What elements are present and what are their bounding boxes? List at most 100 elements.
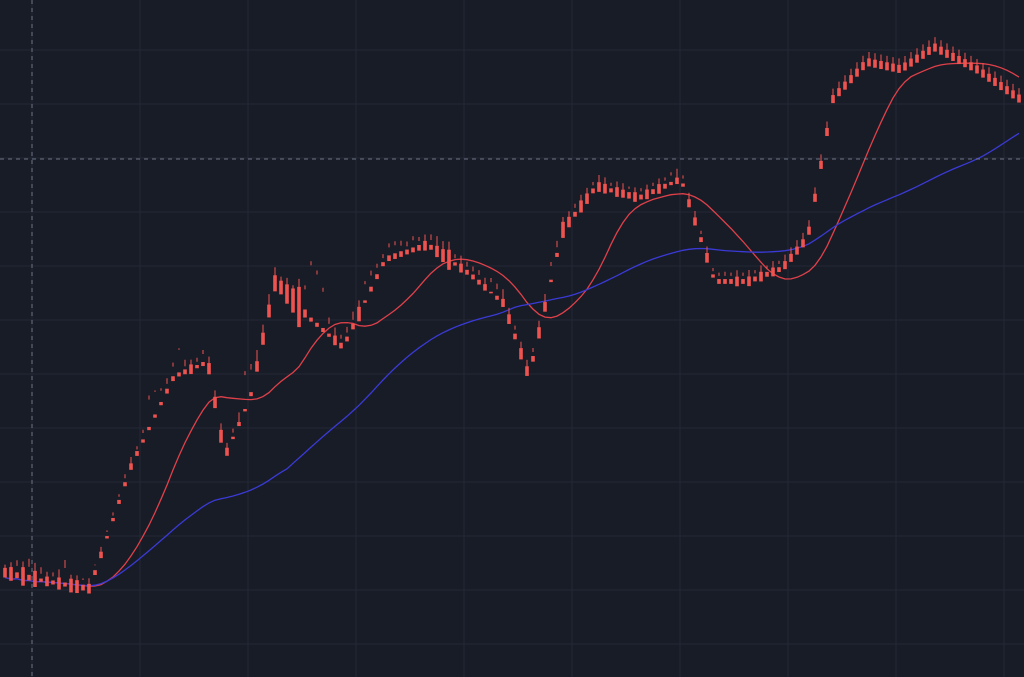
candle-down xyxy=(417,245,421,251)
candle-down xyxy=(369,286,373,292)
candle-down xyxy=(171,376,175,382)
candle-down xyxy=(345,336,349,342)
candle-down xyxy=(27,574,31,581)
candle-down xyxy=(165,388,169,394)
candle-down xyxy=(855,68,859,77)
candle-down xyxy=(351,323,355,330)
candle-down xyxy=(759,271,763,282)
candle-down xyxy=(123,482,127,487)
candle-down xyxy=(657,184,661,194)
candles xyxy=(3,37,1021,594)
candle-down xyxy=(225,447,229,456)
candle-down xyxy=(387,255,391,262)
candle-down xyxy=(945,49,949,58)
candle-down xyxy=(441,249,445,263)
candle-down xyxy=(423,240,427,251)
candle-down xyxy=(981,69,985,78)
candle-down xyxy=(57,577,61,590)
candle-down xyxy=(741,279,745,284)
candle-down xyxy=(633,192,637,202)
candle-down xyxy=(465,269,469,275)
candle-down xyxy=(207,363,211,375)
candle-down xyxy=(915,54,919,63)
candle-down xyxy=(651,189,655,195)
candle-down xyxy=(951,52,955,61)
candle-down xyxy=(903,62,907,71)
candle-down xyxy=(75,580,79,594)
candle-down xyxy=(3,567,7,578)
candle-down xyxy=(201,362,205,367)
candle-down xyxy=(705,252,709,263)
candle-down xyxy=(279,280,283,295)
candle-down xyxy=(315,322,319,327)
candle-down xyxy=(561,221,565,238)
candle-down xyxy=(933,43,937,52)
candle-down xyxy=(135,451,139,456)
candle-down xyxy=(153,414,157,418)
candle-down xyxy=(93,570,97,576)
candle-down xyxy=(645,189,649,200)
candle-down xyxy=(543,302,547,312)
candle-down xyxy=(33,570,37,587)
candle-down xyxy=(723,279,727,284)
candle-down xyxy=(753,276,757,282)
candle-down xyxy=(795,246,799,255)
candle-down xyxy=(231,436,235,440)
candle-down xyxy=(567,216,571,228)
candle-down xyxy=(579,200,583,213)
candle-down xyxy=(867,58,871,67)
candle-down xyxy=(921,50,925,59)
candle-down xyxy=(987,73,991,82)
candle-down xyxy=(537,327,541,339)
candle-down xyxy=(291,288,295,313)
candle-down xyxy=(399,251,403,257)
candle-down xyxy=(999,82,1003,91)
candle-down xyxy=(885,62,889,71)
candle-down xyxy=(711,274,715,278)
candle-down xyxy=(249,392,253,397)
candle-down xyxy=(405,249,409,255)
candle-down xyxy=(969,62,973,71)
candle-down xyxy=(195,365,199,369)
candle-down xyxy=(297,286,301,328)
candle-down xyxy=(219,429,223,443)
candle-down xyxy=(771,267,775,277)
candle-down xyxy=(15,572,19,578)
candle-down xyxy=(111,517,115,522)
candle-down xyxy=(765,271,769,277)
candle-down xyxy=(825,127,829,137)
candle-down xyxy=(429,244,433,250)
candle-down xyxy=(861,62,865,71)
candle-down xyxy=(327,333,331,337)
candle-down xyxy=(669,181,673,186)
candle-down xyxy=(477,279,481,285)
candle-down xyxy=(117,499,121,504)
candle-down xyxy=(831,95,835,104)
candle-down xyxy=(243,408,247,412)
candle-down xyxy=(555,252,559,257)
candle-down xyxy=(69,578,73,593)
candle-down xyxy=(459,263,463,273)
candle-down xyxy=(237,422,241,427)
candle-down xyxy=(777,267,781,273)
candle-down xyxy=(873,59,877,68)
candle-down xyxy=(813,193,817,202)
candle-down xyxy=(9,567,13,581)
candle-down xyxy=(105,536,109,539)
candle-down xyxy=(807,226,811,235)
candle-down xyxy=(129,463,133,470)
candle-down xyxy=(663,183,667,189)
candle-down xyxy=(267,304,271,318)
candle-down xyxy=(1017,94,1021,103)
candle-down xyxy=(603,183,607,194)
candle-down xyxy=(255,361,259,372)
candle-down xyxy=(957,56,961,65)
candle-down xyxy=(573,211,577,217)
candle-down xyxy=(375,274,379,280)
candle-down xyxy=(747,276,751,287)
candle-down xyxy=(615,187,619,197)
